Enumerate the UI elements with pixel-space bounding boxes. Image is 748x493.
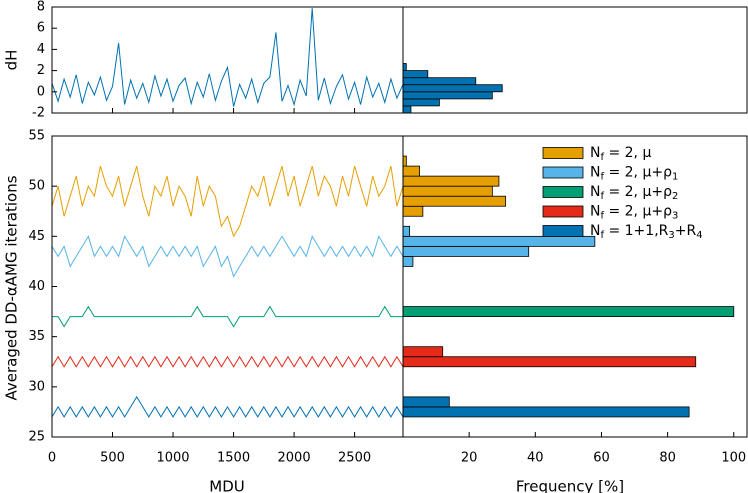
y-tick-label: 0 — [37, 84, 45, 99]
hist-bar — [402, 70, 429, 79]
legend-swatch — [542, 147, 584, 159]
y-tick-label: 25 — [28, 430, 45, 445]
x-tick-label: 100 — [721, 451, 746, 466]
y-axis-title: Averaged DD-αAMG iterations — [3, 175, 21, 400]
x-axis-title: MDU — [209, 478, 244, 493]
y-axis-title: dH — [3, 50, 21, 71]
legend-label: Nf = 1+1,R3+R4 — [590, 223, 703, 241]
y-tick-label: 50 — [28, 179, 45, 194]
hist-bar — [402, 205, 424, 217]
y-tick-label: 6 — [37, 21, 45, 36]
y-tick-label: 35 — [28, 329, 45, 344]
legend-swatch — [542, 205, 584, 218]
hist-bar — [402, 346, 444, 358]
series-line — [51, 395, 404, 418]
hist-bar — [402, 185, 493, 197]
x-tick-label: 1500 — [217, 451, 250, 466]
series-line — [51, 165, 404, 238]
legend-label: Nf = 2, μ — [590, 145, 651, 163]
hist-bar — [402, 245, 530, 257]
plot-frame — [51, 6, 404, 114]
legend-label: Nf = 2, μ+ρ2 — [590, 184, 678, 202]
y-tick-label: 40 — [28, 279, 45, 294]
hist-bar — [402, 175, 500, 187]
hist-bar — [402, 165, 420, 177]
y-tick-label: 8 — [37, 0, 45, 15]
x-tick-label: 40 — [527, 451, 544, 466]
hist-bar — [402, 406, 690, 418]
hist-bar — [402, 255, 414, 267]
x-tick-label: 20 — [461, 451, 478, 466]
legend-label: Nf = 2, μ+ρ1 — [590, 165, 678, 183]
hist-bar — [402, 306, 735, 318]
hist-bar — [402, 91, 493, 100]
series-line — [52, 305, 403, 328]
plot-frame — [402, 135, 748, 438]
series-line — [51, 8, 404, 107]
series-line — [51, 355, 404, 368]
hist-bar — [402, 84, 503, 93]
hist-bar — [402, 77, 477, 86]
x-tick-label: 2500 — [338, 451, 371, 466]
hist-bar — [402, 356, 697, 368]
y-tick-label: -2 — [32, 106, 45, 121]
hist-bar — [402, 396, 450, 408]
legend-label: Nf = 2, μ+ρ3 — [590, 204, 678, 222]
legend-swatch — [542, 225, 584, 237]
y-tick-label: 45 — [28, 229, 45, 244]
hist-bar — [402, 105, 412, 114]
x-tick-label: 2000 — [278, 451, 311, 466]
y-tick-label: 4 — [37, 42, 45, 57]
series-line — [51, 235, 404, 278]
hist-bar — [402, 225, 411, 237]
legend-swatch — [542, 186, 584, 198]
x-axis-title: Frequency [%] — [516, 478, 624, 493]
plot-frame — [402, 6, 748, 114]
x-tick-label: 0 — [48, 451, 56, 466]
hist-bar — [402, 98, 440, 107]
y-tick-label: 30 — [28, 379, 45, 394]
x-tick-label: 500 — [100, 451, 125, 466]
hist-bar — [402, 235, 596, 247]
legend-swatch — [542, 166, 584, 179]
y-tick-label: 2 — [37, 63, 45, 78]
x-tick-label: 80 — [659, 451, 676, 466]
x-tick-label: 60 — [593, 451, 610, 466]
y-tick-label: 55 — [28, 129, 45, 144]
x-tick-label: 1000 — [156, 451, 189, 466]
hist-bar — [402, 195, 506, 207]
